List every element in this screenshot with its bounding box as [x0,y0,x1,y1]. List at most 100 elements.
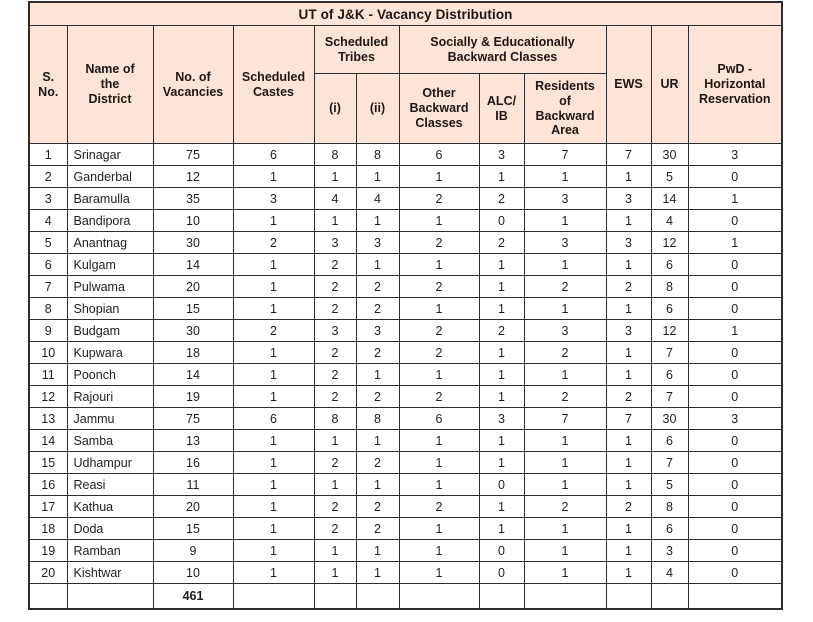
cell-scheduled-castes: 1 [232,561,315,584]
cell-obc: 2 [398,385,480,408]
cell-ews: 1 [605,451,652,474]
cell-ews: 1 [605,341,652,364]
cell-st-ii: 3 [355,231,400,254]
table-row: 12 Rajouri 19 1 2 2 2 1 2 2 7 0 [28,385,783,408]
cell-st-i [313,583,357,610]
col-group-scheduled-tribes: Scheduled Tribes [313,25,400,74]
col-header-st-ii: (ii) [355,73,400,144]
cell-st-ii: 1 [355,253,400,276]
cell-pwd: 0 [687,495,783,518]
cell-pwd: 3 [687,407,783,430]
cell-scheduled-castes [232,583,315,610]
cell-alc-ib: 0 [478,561,525,584]
table-row: 17 Kathua 20 1 2 2 2 1 2 2 8 0 [28,495,783,518]
cell-obc: 1 [398,561,480,584]
cell-obc: 1 [398,517,480,540]
cell-obc: 2 [398,231,480,254]
cell-st-ii: 1 [355,429,400,452]
cell-obc: 6 [398,143,480,166]
cell-vacancies: 20 [152,495,234,518]
cell-alc-ib: 1 [478,363,525,386]
cell-ur: 5 [650,165,689,188]
cell-pwd: 0 [687,539,783,562]
cell-vacancies: 19 [152,385,234,408]
cell-scheduled-castes: 6 [232,407,315,430]
cell-ews: 2 [605,385,652,408]
cell-ews: 1 [605,429,652,452]
cell-obc: 1 [398,165,480,188]
cell-rba: 2 [523,275,607,298]
cell-scheduled-castes: 1 [232,275,315,298]
cell-vacancies: 10 [152,209,234,232]
cell-pwd: 0 [687,363,783,386]
cell-s-no: 17 [28,495,68,518]
cell-alc-ib: 2 [478,187,525,210]
cell-vacancies: 15 [152,517,234,540]
cell-st-ii: 1 [355,561,400,584]
cell-pwd: 0 [687,561,783,584]
table-row: 4 Bandipora 10 1 1 1 1 0 1 1 4 0 [28,209,783,232]
cell-alc-ib: 1 [478,385,525,408]
cell-obc: 1 [398,473,480,496]
cell-st-i: 1 [313,429,357,452]
col-header-scheduled-castes: Scheduled Castes [232,25,315,144]
cell-st-ii: 1 [355,363,400,386]
cell-pwd: 1 [687,231,783,254]
cell-s-no: 7 [28,275,68,298]
cell-district: Doda [66,517,154,540]
cell-ews: 3 [605,319,652,342]
cell-st-i: 2 [313,297,357,320]
table-row: 19 Ramban 9 1 1 1 1 0 1 1 3 0 [28,539,783,562]
cell-ur: 3 [650,539,689,562]
col-header-ur: UR [650,25,689,144]
cell-ews: 1 [605,209,652,232]
cell-vacancies: 13 [152,429,234,452]
cell-vacancies: 75 [152,407,234,430]
table-row: 10 Kupwara 18 1 2 2 2 1 2 1 7 0 [28,341,783,364]
cell-district: Baramulla [66,187,154,210]
cell-alc-ib: 1 [478,297,525,320]
cell-rba: 1 [523,297,607,320]
cell-ews: 3 [605,187,652,210]
cell-st-ii: 2 [355,451,400,474]
cell-obc: 1 [398,363,480,386]
table-row: 9 Budgam 30 2 3 3 2 2 3 3 12 1 [28,319,783,342]
cell-rba: 1 [523,451,607,474]
cell-district: Kulgam [66,253,154,276]
table-row: 15 Udhampur 16 1 2 2 1 1 1 1 7 0 [28,451,783,474]
table-row: 2 Ganderbal 12 1 1 1 1 1 1 1 5 0 [28,165,783,188]
col-header-ews: EWS [605,25,652,144]
table-row: 7 Pulwama 20 1 2 2 2 1 2 2 8 0 [28,275,783,298]
cell-ur: 4 [650,209,689,232]
cell-vacancies: 35 [152,187,234,210]
cell-scheduled-castes: 1 [232,429,315,452]
cell-vacancies: 30 [152,319,234,342]
cell-st-ii: 8 [355,407,400,430]
table-row: 18 Doda 15 1 2 2 1 1 1 1 6 0 [28,517,783,540]
cell-s-no [28,583,68,610]
cell-pwd: 1 [687,187,783,210]
table-title: UT of J&K - Vacancy Distribution [28,1,783,26]
cell-s-no: 18 [28,517,68,540]
cell-rba: 2 [523,385,607,408]
cell-st-i: 3 [313,319,357,342]
cell-scheduled-castes: 1 [232,385,315,408]
cell-st-ii: 1 [355,209,400,232]
cell-vacancies: 9 [152,539,234,562]
cell-ur [650,583,689,610]
cell-obc: 2 [398,275,480,298]
cell-rba: 1 [523,165,607,188]
cell-pwd: 0 [687,517,783,540]
cell-vacancies: 18 [152,341,234,364]
cell-vacancies: 20 [152,275,234,298]
cell-st-ii: 2 [355,517,400,540]
cell-ews: 1 [605,253,652,276]
cell-district: Kishtwar [66,561,154,584]
cell-ews: 1 [605,165,652,188]
table-body: 1 Srinagar 75 6 8 8 6 3 7 7 30 3 2 Ganderbal 12 1 1 1 1 1 1 1… [28,143,783,610]
cell-obc: 1 [398,253,480,276]
cell-vacancies: 461 [152,583,234,610]
cell-st-i: 3 [313,231,357,254]
cell-ur: 7 [650,451,689,474]
cell-rba: 2 [523,495,607,518]
